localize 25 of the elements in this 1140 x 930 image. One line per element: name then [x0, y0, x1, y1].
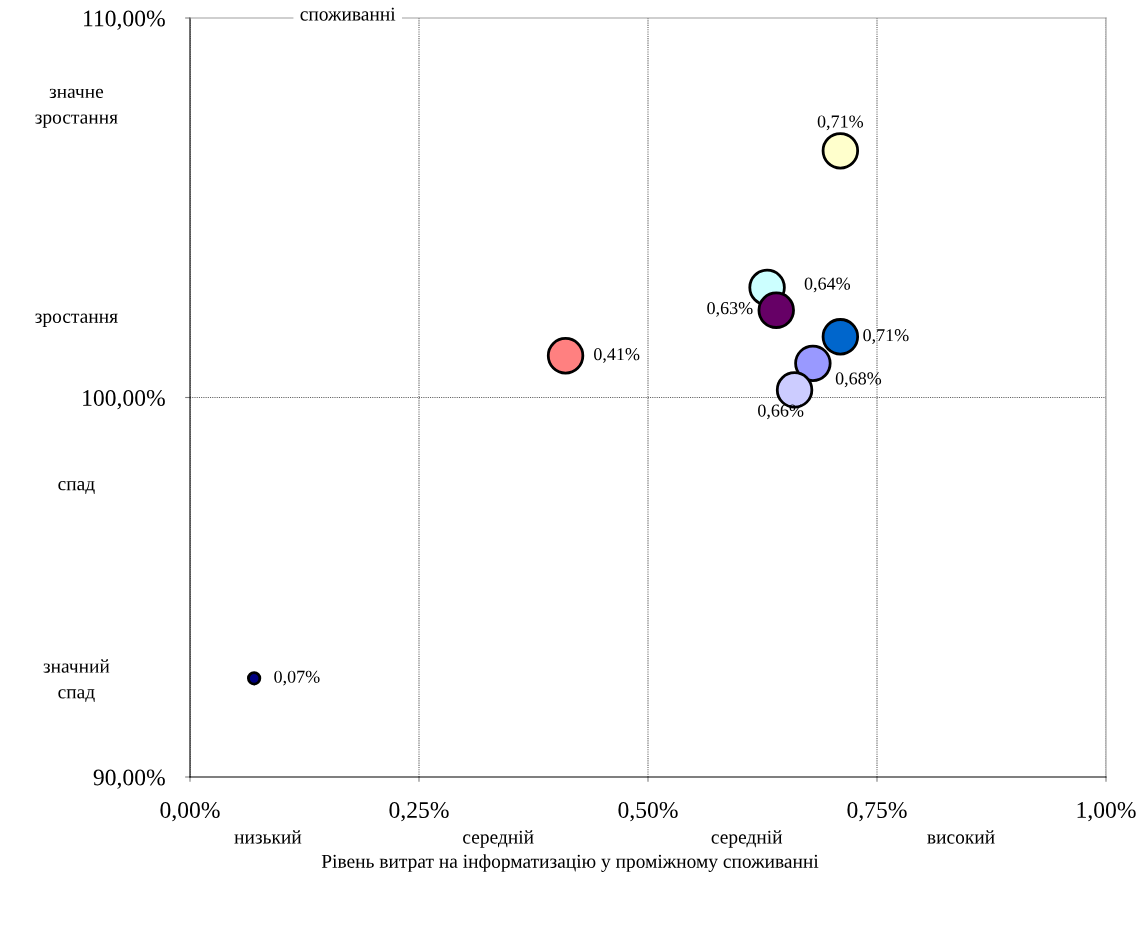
x-tick-label: 0,50%	[618, 801, 678, 822]
text: значне зростання	[35, 88, 118, 128]
annotation: 0,68%	[835, 372, 882, 388]
text: значний спад	[43, 659, 110, 703]
y-tick-label: 110,00%	[84, 10, 165, 30]
text: спад	[58, 480, 95, 494]
x-axis-title: Рівень витрат на інформатизацію у проміжному споживанні	[321, 854, 819, 872]
annotation: споживанні	[300, 7, 396, 21]
annotation: 0,64%	[804, 277, 851, 293]
y-tick-label: 100,00%	[83, 389, 165, 410]
annotation: 0,63%	[707, 302, 753, 317]
x-tick-label: 0,00%	[160, 801, 220, 822]
x-tick-label: 1,00%	[1077, 801, 1136, 822]
annotation: 0,71%	[863, 329, 909, 344]
annotation: 0,41%	[594, 348, 640, 363]
text: низький	[234, 830, 302, 844]
annotation: 0,71%	[817, 115, 864, 131]
y-tick-label: 90,00%	[93, 769, 165, 789]
text: високий	[927, 830, 995, 844]
annotation: 0,07%	[274, 670, 320, 686]
text: зростання	[35, 313, 118, 327]
x-tick-label: 0,25%	[389, 801, 449, 822]
x-tick-label: 0,75%	[847, 801, 907, 822]
text: середній	[711, 830, 783, 848]
text: середній	[463, 830, 534, 848]
